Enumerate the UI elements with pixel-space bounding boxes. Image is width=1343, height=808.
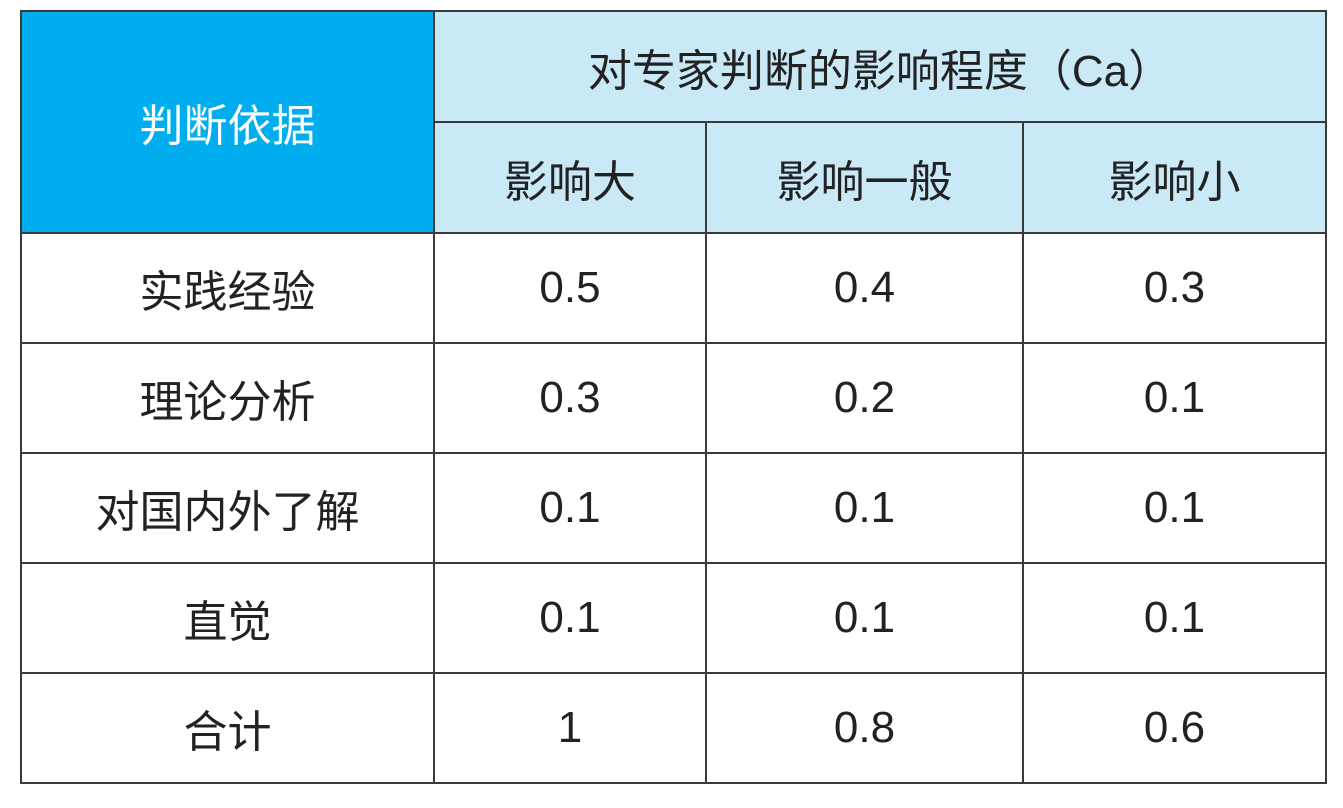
cell-value: 0.2 — [705, 342, 1024, 454]
row-label: 直觉 — [20, 562, 435, 674]
group-header: 对专家判断的影响程度（Ca） — [432, 10, 1328, 123]
row-label: 对国内外了解 — [20, 452, 435, 564]
column-header: 影响一般 — [705, 121, 1024, 234]
cell-value: 0.3 — [1021, 232, 1328, 344]
column-header: 影响大 — [433, 121, 707, 234]
cell-value: 1 — [433, 672, 707, 784]
cell-value: 0.8 — [705, 672, 1024, 784]
cell-value: 0.1 — [1021, 342, 1328, 454]
cell-value: 0.5 — [433, 232, 707, 344]
cell-value: 0.6 — [1021, 672, 1328, 784]
judgement-table: 判断依据 对专家判断的影响程度（Ca） 影响大 影响一般 影响小 实践经验 0.5… — [20, 10, 1328, 784]
table-row: 合计 1 0.8 0.6 — [20, 672, 1328, 784]
cell-value: 0.1 — [433, 452, 707, 564]
cell-value: 0.4 — [705, 232, 1024, 344]
cell-value: 0.1 — [433, 562, 707, 674]
row-label: 实践经验 — [20, 232, 435, 344]
table-row: 实践经验 0.5 0.4 0.3 — [20, 232, 1328, 344]
cell-value: 0.1 — [705, 562, 1024, 674]
corner-header: 判断依据 — [20, 10, 435, 234]
cell-value: 0.1 — [1021, 452, 1328, 564]
table-row: 直觉 0.1 0.1 0.1 — [20, 562, 1328, 674]
table-row: 对国内外了解 0.1 0.1 0.1 — [20, 452, 1328, 564]
cell-value: 0.1 — [705, 452, 1024, 564]
row-label: 合计 — [20, 672, 435, 784]
cell-value: 0.1 — [1021, 562, 1328, 674]
row-label: 理论分析 — [20, 342, 435, 454]
header-row: 判断依据 对专家判断的影响程度（Ca） — [20, 10, 1328, 234]
table-row: 理论分析 0.3 0.2 0.1 — [20, 342, 1328, 454]
cell-value: 0.3 — [433, 342, 707, 454]
column-header: 影响小 — [1021, 121, 1328, 234]
header-row: 影响大 影响一般 影响小 — [21, 121, 1328, 234]
